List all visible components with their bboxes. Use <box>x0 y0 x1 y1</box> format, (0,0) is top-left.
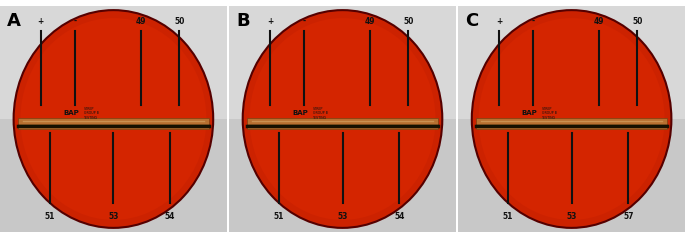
Text: 57: 57 <box>623 212 634 221</box>
Text: 51: 51 <box>274 212 284 221</box>
Text: -: - <box>302 17 306 26</box>
Text: 53: 53 <box>337 212 348 221</box>
FancyBboxPatch shape <box>0 5 227 233</box>
FancyBboxPatch shape <box>229 5 456 233</box>
Text: 49: 49 <box>594 17 604 26</box>
Ellipse shape <box>249 18 436 220</box>
Text: 54: 54 <box>165 212 175 221</box>
FancyBboxPatch shape <box>229 5 456 119</box>
Text: 50: 50 <box>403 17 414 26</box>
FancyBboxPatch shape <box>458 5 685 119</box>
Text: BAP: BAP <box>522 110 538 116</box>
Text: STREP
GROUP B
TESTING: STREP GROUP B TESTING <box>313 107 328 120</box>
FancyBboxPatch shape <box>0 5 227 119</box>
FancyBboxPatch shape <box>476 118 667 129</box>
Text: 51: 51 <box>45 212 55 221</box>
Ellipse shape <box>479 18 664 220</box>
Text: B: B <box>236 12 249 30</box>
Ellipse shape <box>472 10 671 228</box>
Text: 54: 54 <box>394 212 404 221</box>
Text: 53: 53 <box>108 212 119 221</box>
Text: A: A <box>7 12 21 30</box>
Text: STREP
GROUP B
TESTING: STREP GROUP B TESTING <box>542 107 557 120</box>
Text: 51: 51 <box>503 212 513 221</box>
Text: 50: 50 <box>174 17 184 26</box>
Text: BAP: BAP <box>64 110 79 116</box>
Text: +: + <box>266 17 273 26</box>
Text: -: - <box>532 17 534 26</box>
FancyBboxPatch shape <box>458 5 685 233</box>
FancyBboxPatch shape <box>247 118 438 129</box>
Text: 53: 53 <box>566 212 577 221</box>
Text: C: C <box>465 12 478 30</box>
Ellipse shape <box>14 10 213 228</box>
FancyBboxPatch shape <box>18 118 209 129</box>
Ellipse shape <box>21 18 206 220</box>
Text: 49: 49 <box>364 17 375 26</box>
Text: STREP
GROUP B
TESTING: STREP GROUP B TESTING <box>84 107 99 120</box>
Text: BAP: BAP <box>292 110 308 116</box>
Text: +: + <box>38 17 44 26</box>
Ellipse shape <box>242 10 443 228</box>
Text: 49: 49 <box>136 17 146 26</box>
Text: 50: 50 <box>632 17 643 26</box>
Text: +: + <box>496 17 502 26</box>
Text: -: - <box>73 17 77 26</box>
